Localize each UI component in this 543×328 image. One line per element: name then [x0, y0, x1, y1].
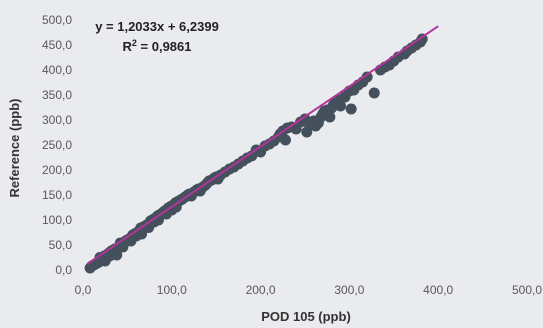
- x-axis-title: POD 105 (ppb): [261, 309, 351, 324]
- data-point: [324, 111, 336, 123]
- y-tick-label: 300,0: [42, 113, 72, 127]
- y-tick-label: 450,0: [42, 38, 72, 52]
- r-squared-label: R2 = 0,9861: [123, 38, 192, 54]
- y-tick-label: 0,0: [55, 263, 72, 277]
- y-tick-label: 150,0: [42, 188, 72, 202]
- x-tick-label: 500,0: [512, 283, 542, 297]
- y-tick-label: 200,0: [42, 163, 72, 177]
- y-tick-label: 400,0: [42, 63, 72, 77]
- x-axis-ticks: 0,0 100,0 200,0 300,0 400,0 500,0: [75, 283, 543, 297]
- data-point: [345, 103, 357, 115]
- data-point: [361, 71, 373, 83]
- x-tick-label: 200,0: [246, 283, 276, 297]
- x-tick-label: 400,0: [423, 283, 453, 297]
- r-squared-exponent: 2: [132, 38, 137, 48]
- trendline: [86, 25, 439, 265]
- x-tick-label: 0,0: [75, 283, 92, 297]
- x-tick-label: 100,0: [157, 283, 187, 297]
- x-tick-label: 300,0: [334, 283, 364, 297]
- y-tick-label: 100,0: [42, 213, 72, 227]
- data-point: [368, 87, 380, 99]
- trendline-equation: y = 1,2033x + 6,2399: [95, 19, 219, 34]
- y-axis-ticks: 0,0 50,0 100,0 150,0 200,0 250,0 300,0 350,0 400…: [42, 13, 72, 277]
- y-tick-label: 50,0: [49, 238, 73, 252]
- data-point: [279, 134, 291, 146]
- y-tick-label: 350,0: [42, 88, 72, 102]
- data-point: [335, 100, 347, 112]
- y-tick-label: 250,0: [42, 138, 72, 152]
- y-tick-label: 500,0: [42, 13, 72, 27]
- y-axis-title: Reference (ppb): [7, 99, 22, 198]
